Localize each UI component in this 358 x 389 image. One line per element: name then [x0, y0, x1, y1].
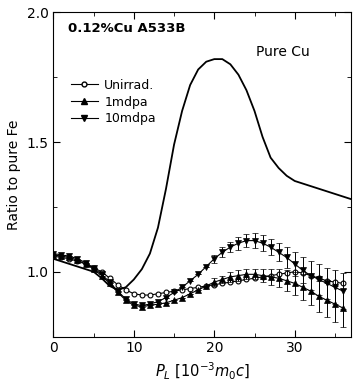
Legend: Unirrad., 1mdpa, 10mdpa: Unirrad., 1mdpa, 10mdpa	[66, 74, 161, 130]
Y-axis label: Ratio to pure Fe: Ratio to pure Fe	[7, 119, 21, 230]
Text: 0.12%Cu A533B: 0.12%Cu A533B	[68, 22, 186, 35]
X-axis label: $P_L$ [10$^{-3}$$m_0$$c$]: $P_L$ [10$^{-3}$$m_0$$c$]	[155, 361, 250, 382]
Text: Pure Cu: Pure Cu	[256, 45, 310, 59]
